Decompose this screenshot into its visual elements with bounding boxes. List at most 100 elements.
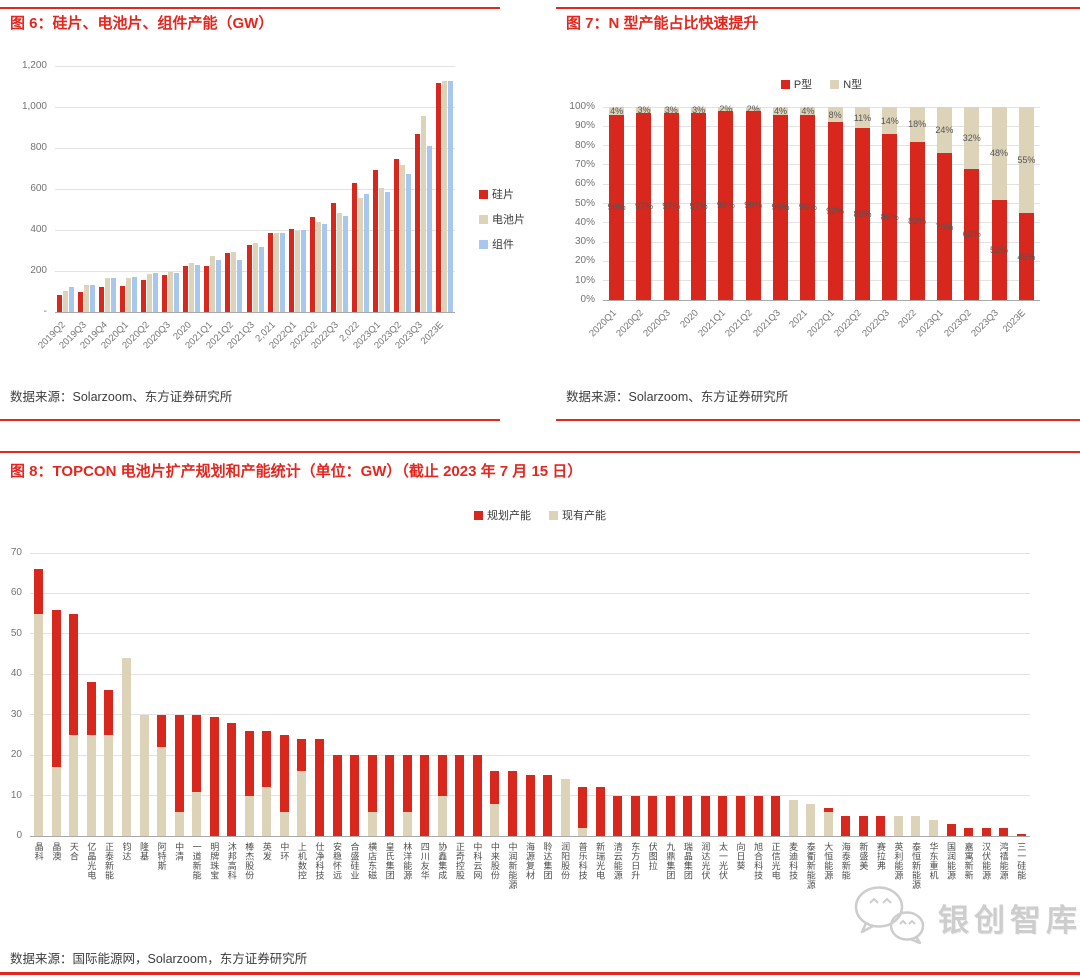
bar-planned-capacity <box>314 738 324 836</box>
y-axis-tick-label: 200 <box>30 265 47 276</box>
y-axis-tick-label: 600 <box>30 183 47 194</box>
y-axis-tick-label: 60% <box>574 178 595 190</box>
bar-existing-capacity <box>806 803 816 836</box>
y-axis-tick-label: 80% <box>574 139 595 151</box>
bar-planned-capacity <box>174 714 184 812</box>
x-axis-label: 泰衢新能源 <box>805 842 816 890</box>
x-axis-label: 横店东磁 <box>367 842 378 880</box>
x-axis-label: 新瑞光电 <box>595 842 606 880</box>
bar-n-type <box>800 107 816 115</box>
x-axis-label: 瑞晶集团 <box>682 842 693 880</box>
bar-wafer <box>351 183 357 312</box>
bar-existing-capacity <box>174 811 184 836</box>
bar-existing-capacity <box>69 734 79 836</box>
x-axis-label: 中润新能源 <box>507 842 518 890</box>
bar-planned-capacity <box>420 755 430 836</box>
x-axis-label: 钧达 <box>121 842 132 861</box>
x-axis-label: 聆达集团 <box>542 842 553 880</box>
bar-module <box>279 233 285 312</box>
bar-planned-capacity <box>297 738 307 772</box>
legend-label: 组件 <box>492 239 514 251</box>
bar-wafer <box>57 294 63 312</box>
gridline <box>55 311 455 313</box>
legend-item-existing-capacity: 现有产能 <box>549 507 606 523</box>
x-axis-label: 赛拉弗 <box>875 842 886 871</box>
x-axis-label: 明牌珠宝 <box>209 842 220 880</box>
bar-existing-capacity <box>34 613 44 836</box>
bar-cell <box>231 252 237 312</box>
bar-p-type <box>1018 213 1034 300</box>
divider-rule-mid-right <box>556 419 1080 421</box>
bar-planned-capacity <box>227 722 237 836</box>
y-axis-tick-label: 1,200 <box>21 60 47 71</box>
x-axis-label: 华东重机 <box>928 842 939 880</box>
x-axis-label: 正泰新能 <box>103 842 114 880</box>
data-label: 2% <box>746 103 760 114</box>
bar-planned-capacity <box>472 755 482 836</box>
bar-p-type <box>691 112 707 300</box>
bar-module <box>195 264 201 312</box>
bar-n-type <box>936 107 952 154</box>
bar-n-type <box>718 107 734 111</box>
legend-item-module: 组件 <box>479 236 514 252</box>
bar-p-type <box>773 114 789 300</box>
x-axis-label: 沐邦高科 <box>226 842 237 880</box>
bar-planned-capacity <box>999 827 1009 836</box>
legend-swatch <box>474 511 483 520</box>
watermark-text: 银创智库 <box>938 903 1080 938</box>
bar-existing-capacity <box>788 799 798 836</box>
divider-rule-bottom <box>0 972 1080 975</box>
divider-rule-fig8-top <box>0 451 1080 453</box>
x-axis-label: 协鑫集成 <box>437 842 448 880</box>
legend-item-p-type: P型 <box>780 76 812 92</box>
data-label: 4% <box>774 105 788 116</box>
x-axis-label: 皇氏集团 <box>384 842 395 880</box>
bar-n-type <box>745 107 761 111</box>
y-axis-tick-label: 40 <box>10 668 22 680</box>
y-axis-tick-label: 50 <box>10 627 22 639</box>
gridline <box>603 222 1040 224</box>
bar-cell <box>315 221 321 312</box>
y-axis-tick-label: 70% <box>574 158 595 170</box>
gridline <box>603 241 1040 243</box>
bar-cell <box>168 271 174 312</box>
bar-planned-capacity <box>718 795 728 836</box>
gridline <box>603 145 1040 147</box>
bar-module <box>132 277 138 312</box>
watermark: 银创智库 <box>852 884 1080 951</box>
bar-n-type <box>882 107 898 135</box>
x-axis-label: 隆基 <box>139 842 150 861</box>
legend: 规划产能 现有产能 <box>0 507 1080 523</box>
bar-planned-capacity <box>876 815 886 836</box>
bar-wafer <box>393 159 399 312</box>
bar-existing-capacity <box>86 734 96 836</box>
bar-planned-capacity <box>630 795 640 836</box>
data-label: 11% <box>853 112 872 123</box>
x-axis-label: 海泰新能 <box>840 842 851 880</box>
bar-planned-capacity <box>683 795 693 836</box>
bar-cell <box>294 230 300 312</box>
x-axis-label: 亿晶光电 <box>86 842 97 880</box>
bar-planned-capacity <box>332 755 342 836</box>
bar-planned-capacity <box>244 730 254 796</box>
bar-planned-capacity <box>262 730 272 788</box>
data-label: 48% <box>990 148 1009 159</box>
x-axis-label: 向日葵 <box>735 842 746 871</box>
bar-planned-capacity <box>981 827 991 836</box>
data-label: 52% <box>990 244 1009 255</box>
data-label: 2% <box>719 103 733 114</box>
bar-module <box>174 273 180 312</box>
legend-swatch <box>830 80 840 89</box>
x-axis-label: 晶科 <box>33 842 44 861</box>
data-label: 97% <box>689 201 708 212</box>
y-axis-tick-label: 800 <box>30 142 47 153</box>
x-axis-label: 中来股份 <box>489 842 500 880</box>
y-axis-tick-label: 60 <box>10 587 22 599</box>
bar-cell <box>63 290 69 312</box>
bar-planned-capacity <box>209 716 219 836</box>
bar-planned-capacity <box>543 775 553 836</box>
legend-label: 电池片 <box>492 214 525 226</box>
bar-module <box>447 81 453 312</box>
gridline <box>55 188 455 190</box>
bar-cell <box>420 116 426 312</box>
